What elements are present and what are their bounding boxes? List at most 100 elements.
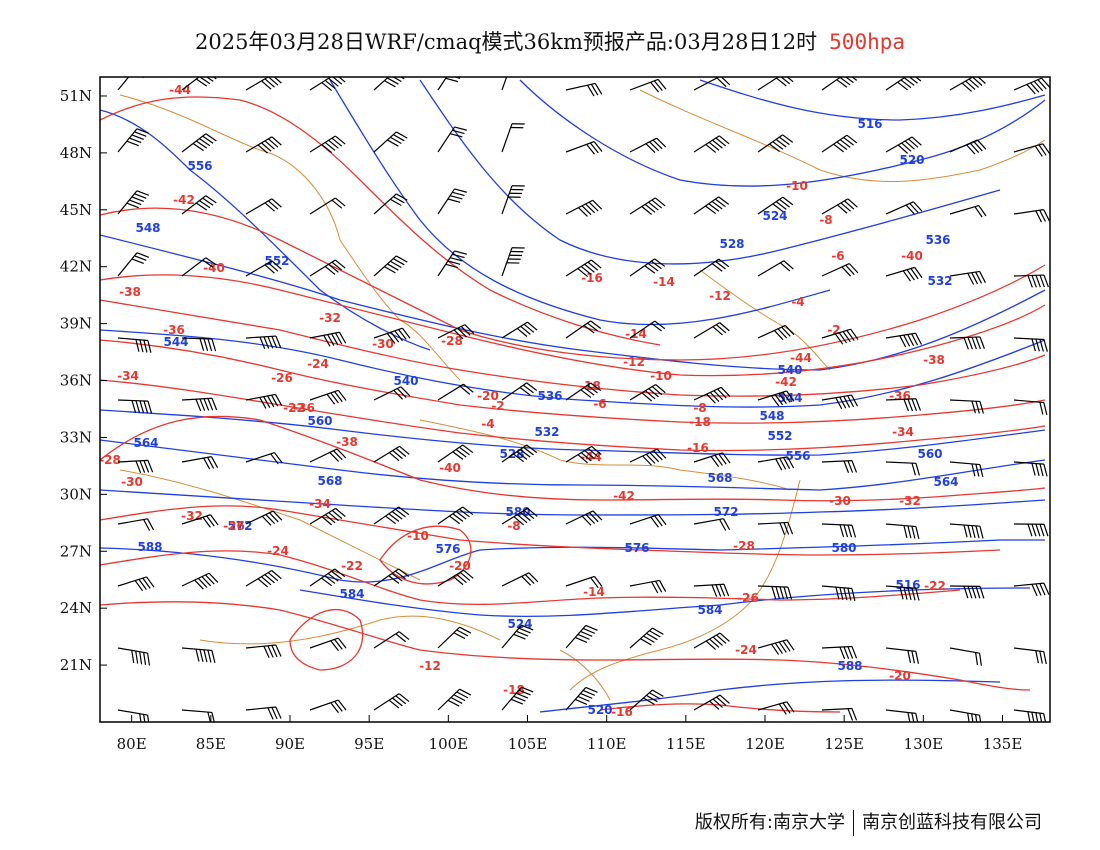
temperature-contour-label: -4 — [791, 295, 804, 309]
wind-barb-feather — [644, 265, 656, 274]
wind-barb-feather — [131, 196, 144, 203]
wind-barb-feather — [453, 329, 464, 340]
wind-barb-feather — [146, 576, 155, 588]
wind-barb-shaft — [565, 445, 592, 463]
wind-barb-feather — [259, 336, 266, 350]
wind-barb-feather — [199, 649, 204, 662]
wind-barb-shaft — [1013, 274, 1045, 277]
wind-barb-feather — [971, 463, 976, 477]
wind-barb-shaft — [501, 185, 513, 215]
wind-barb-shaft — [565, 510, 594, 525]
wind-barb — [821, 263, 859, 277]
wind-barb-feather — [129, 137, 142, 144]
lat-tick-label: 39N — [60, 315, 92, 333]
wind-barb-shaft — [245, 706, 276, 711]
wind-barb-feather — [656, 137, 667, 148]
temperature-contour-label: -18 — [579, 379, 601, 393]
wind-barb — [117, 337, 152, 353]
wind-barb-feather — [459, 571, 471, 581]
wind-barb-feather — [445, 77, 459, 83]
wind-barb-feather — [257, 144, 268, 154]
wind-barb — [437, 324, 475, 340]
wind-barb-feather — [264, 202, 275, 212]
wind-barb-feather — [1035, 210, 1043, 223]
wind-barb-feather — [915, 398, 922, 411]
height-contour — [100, 439, 1046, 491]
wind-barb-shaft — [757, 324, 786, 339]
wind-barb-feather — [909, 203, 919, 214]
wind-barb-feather — [656, 448, 667, 459]
wind-barb-shaft — [885, 266, 915, 277]
wind-barb-feather — [648, 388, 659, 398]
wind-barb-feather — [328, 512, 339, 522]
wind-barb-feather — [387, 263, 399, 271]
temperature-contour-label: -6 — [593, 397, 606, 411]
wind-barb — [245, 706, 282, 720]
wind-barb-feather — [395, 255, 408, 263]
wind-barb-feather — [390, 136, 402, 145]
wind-barb-feather — [334, 701, 343, 712]
wind-barb-feather — [714, 198, 726, 208]
wind-barb-feather — [211, 650, 216, 663]
wind-barb — [245, 644, 282, 658]
wind-barb-feather — [912, 201, 923, 212]
wind-barb-feather — [452, 68, 464, 71]
height-contour — [100, 234, 1046, 371]
wind-barb-feather — [906, 269, 915, 281]
wind-barb-feather — [783, 522, 790, 535]
wind-barb-feather — [449, 133, 463, 138]
temperature-contour-label: -26 — [223, 519, 245, 533]
wind-barb-shaft — [309, 448, 338, 463]
wind-barb-feather — [327, 334, 335, 346]
wind-barb-feather — [274, 394, 283, 406]
wind-barb-feather — [195, 649, 200, 662]
wind-barb-shaft — [629, 197, 656, 215]
wind-barb — [885, 523, 920, 539]
wind-barb-shaft — [565, 141, 595, 153]
wind-barb-feather — [781, 326, 791, 337]
wind-barb-feather — [915, 651, 920, 664]
wind-barb-shaft — [949, 709, 980, 716]
wind-barb-feather — [337, 390, 347, 401]
wind-barb — [501, 247, 525, 277]
wind-barb — [885, 709, 919, 722]
wind-barb-feather — [769, 143, 780, 153]
wind-barb — [565, 82, 603, 97]
wind-barb-feather — [903, 399, 910, 412]
wind-barb-feather — [264, 140, 275, 150]
height-contour-label: 536 — [537, 389, 562, 403]
wind-barb-feather — [903, 587, 908, 600]
wind-barb — [309, 637, 347, 652]
wind-barb-shaft — [501, 382, 528, 401]
wind-barb-shaft — [821, 77, 842, 91]
wind-barb-shaft — [309, 568, 336, 587]
wind-barb — [1013, 523, 1049, 537]
wind-barb-feather — [324, 79, 336, 89]
wind-barb-feather — [210, 514, 219, 526]
wind-barb-shaft — [437, 444, 464, 463]
wind-barb — [821, 585, 856, 601]
wind-barb-feather — [851, 588, 856, 601]
wind-barb-feather — [1031, 523, 1037, 537]
wind-barb — [693, 322, 730, 339]
wind-barb-feather — [971, 400, 976, 414]
wind-barb — [885, 398, 922, 412]
wind-barb-feather — [850, 328, 859, 340]
height-contour-label: 540 — [777, 363, 802, 377]
wind-barb-shaft — [885, 332, 916, 339]
wind-barb-feather — [712, 636, 723, 646]
wind-barb — [1013, 399, 1048, 416]
wind-barb-feather — [775, 586, 781, 599]
wind-barb-feather — [464, 324, 475, 335]
wind-barb — [501, 123, 525, 153]
wind-barb-feather — [979, 586, 985, 599]
temperature-contour-label: -38 — [923, 353, 945, 367]
lon-tick-label: 105E — [508, 735, 548, 753]
wind-barb-feather — [136, 128, 150, 134]
wind-barb-feather — [653, 450, 663, 461]
wind-barb-feather — [712, 326, 723, 336]
wind-barb-feather — [903, 334, 911, 347]
wind-barb-feather — [337, 637, 347, 649]
wind-barb — [501, 572, 539, 587]
wind-barb-feather — [135, 400, 141, 413]
